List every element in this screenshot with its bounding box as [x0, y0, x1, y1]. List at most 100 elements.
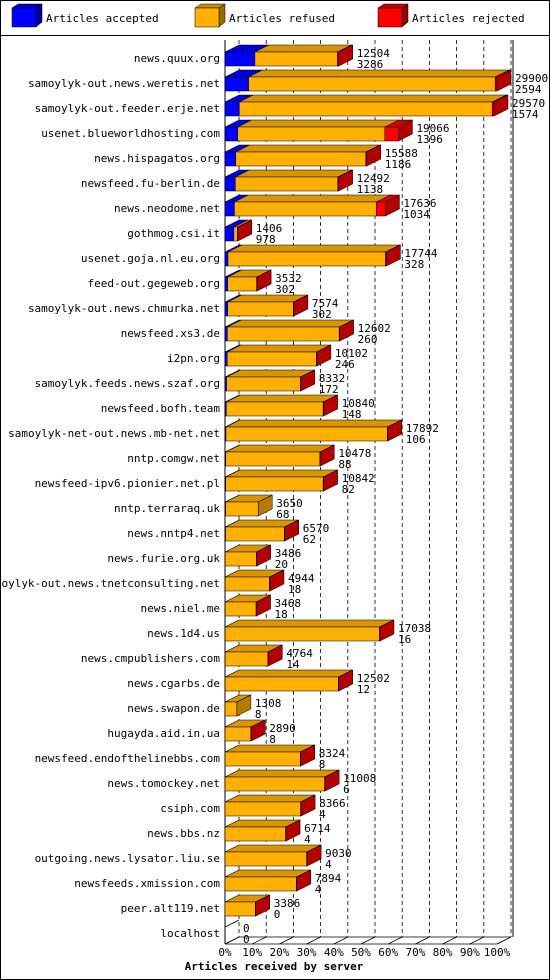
- bar-top: [227, 319, 354, 328]
- category-label: gothmog.csi.it: [127, 227, 220, 240]
- bar-segment: [491, 101, 495, 117]
- bar-segment: [234, 201, 377, 217]
- bar-segment: [237, 126, 386, 142]
- bar-segment: [233, 226, 238, 242]
- bar-end: [306, 844, 322, 867]
- bar-segment: [376, 201, 386, 217]
- category-label: localhost: [160, 927, 220, 940]
- bar-segment: [224, 876, 297, 892]
- bar-top: [224, 794, 315, 803]
- x-tick: [442, 936, 457, 945]
- total-label: 3532: [275, 272, 302, 285]
- category-label: news.quux.org: [134, 52, 220, 65]
- bar-end: [398, 119, 413, 142]
- accepted-label: 18: [275, 608, 288, 621]
- bar-top: [248, 69, 510, 78]
- bar-segment: [224, 676, 339, 692]
- bar-top: [224, 869, 311, 878]
- legend-label: Articles rejected: [412, 12, 525, 25]
- category-label: samoylyk-out.news.tnetconsulting.net: [0, 577, 220, 590]
- bar-top: [226, 394, 338, 403]
- x-tick: [279, 936, 294, 945]
- total-label: 10840: [342, 397, 375, 410]
- bar-segment: [224, 726, 252, 742]
- category-label: samoylyk-out.feeder.erje.net: [35, 102, 220, 115]
- bar-segment: [248, 76, 496, 92]
- x-tick: [388, 936, 403, 945]
- total-label: 0: [243, 922, 250, 935]
- accepted-label: 0: [243, 933, 250, 946]
- accepted-label: 1034: [403, 208, 430, 221]
- x-tick-label: 70%: [405, 946, 425, 959]
- x-tick: [496, 936, 512, 945]
- bar-segment: [227, 276, 257, 292]
- category-label: feed-out.gegeweb.org: [88, 277, 220, 290]
- category-label: newsfeeds.xmission.com: [74, 877, 220, 890]
- accepted-label: 978: [256, 233, 276, 246]
- bar-segment: [226, 376, 301, 392]
- accepted-label: 106: [406, 433, 426, 446]
- bar-top: [227, 344, 331, 353]
- bar-top: [224, 744, 315, 753]
- total-label: 9030: [325, 847, 352, 860]
- bar-end: [284, 519, 300, 542]
- x-tick: [415, 936, 430, 945]
- category-label: news.swapon.de: [127, 702, 220, 715]
- category-label: i2pn.org: [167, 352, 220, 365]
- total-label: 3468: [275, 597, 302, 610]
- bar-end: [323, 394, 338, 417]
- total-label: 6570: [303, 522, 330, 535]
- accepted-label: 172: [319, 383, 339, 396]
- accepted-label: 88: [338, 458, 351, 471]
- bar-segment: [224, 651, 269, 667]
- bar-top: [226, 369, 315, 378]
- bar-top: [235, 169, 352, 178]
- x-tick: [252, 936, 267, 945]
- category-label: csiph.com: [160, 802, 220, 815]
- accepted-label: 302: [312, 308, 332, 321]
- total-label: 1308: [255, 697, 282, 710]
- bar-end: [316, 344, 332, 367]
- bar-end: [300, 369, 316, 392]
- bar-segment: [224, 76, 249, 92]
- bar-segment: [225, 501, 259, 517]
- bar-segment: [225, 426, 388, 442]
- total-label: 7894: [315, 872, 342, 885]
- bar-end: [256, 594, 271, 617]
- bar-segment: [239, 101, 493, 117]
- bar-top: [225, 619, 394, 628]
- bar-segment: [227, 251, 386, 267]
- accepted-label: 302: [275, 283, 295, 296]
- accepted-label: 6: [343, 783, 350, 796]
- total-label: 3486: [275, 547, 302, 560]
- total-label: 10102: [335, 347, 368, 360]
- bar-segment: [224, 601, 257, 617]
- total-label: 12602: [358, 322, 391, 335]
- category-label: news.tomockey.net: [107, 777, 220, 790]
- accepted-label: 260: [358, 333, 378, 346]
- bar-end: [338, 44, 353, 67]
- category-label: nntp.terraraq.uk: [114, 502, 220, 515]
- accepted-label: 18: [288, 583, 301, 596]
- bar-end: [269, 569, 285, 592]
- x-tick-label: 90%: [460, 946, 480, 959]
- x-tick-label: 40%: [324, 946, 344, 959]
- x-tick: [224, 936, 240, 945]
- total-label: 10842: [342, 472, 375, 485]
- category-label: samoylyk-net-out.news.mb-net.net: [8, 427, 220, 440]
- bar-end: [386, 244, 401, 267]
- x-tick: [360, 936, 376, 945]
- accepted-label: 0: [274, 908, 281, 921]
- accepted-label: 1396: [416, 133, 443, 146]
- bar-segment: [225, 526, 285, 542]
- bar-segment: [224, 901, 256, 917]
- bar-segment: [224, 776, 325, 792]
- category-label: newsfeed.xs3.de: [121, 327, 220, 340]
- total-label: 3650: [276, 497, 303, 510]
- bar-segment: [224, 751, 301, 767]
- category-label: news.cgarbs.de: [127, 677, 220, 690]
- bar-end: [338, 669, 353, 692]
- bar-segment: [227, 326, 340, 342]
- bar-segment: [254, 51, 338, 67]
